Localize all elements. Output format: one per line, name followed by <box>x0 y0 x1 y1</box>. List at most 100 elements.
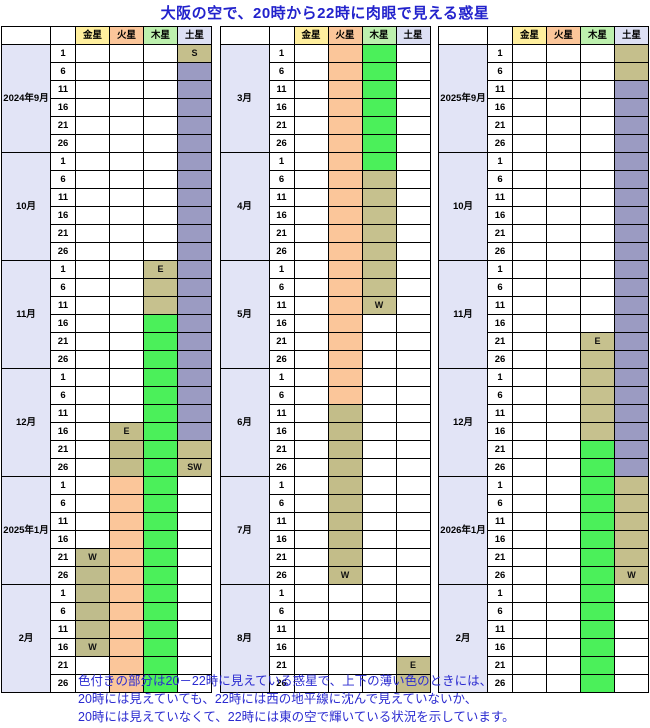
day-label: 6 <box>50 62 76 81</box>
cell-mars <box>546 386 581 405</box>
cell-jupiter <box>143 188 178 207</box>
cell-venus <box>75 278 110 297</box>
day-label: 1 <box>487 476 513 495</box>
cell-mars: E <box>109 422 144 441</box>
table-row: 6 <box>220 494 431 513</box>
cell-saturn <box>614 98 649 117</box>
cell-saturn <box>177 368 212 387</box>
cell-venus <box>293 440 329 459</box>
day-label: 21 <box>268 332 295 351</box>
cell-mars <box>327 548 363 567</box>
cell-saturn <box>395 278 431 297</box>
day-label: 1 <box>487 584 513 603</box>
cell-saturn <box>395 188 431 207</box>
table-row: 11 <box>439 188 649 207</box>
table-row: 26 <box>2 674 212 693</box>
table-row: 21 <box>220 116 431 135</box>
footer-line-2: 20時には見えていても、22時には西の地平線に沈んで見えていないか、 <box>78 692 478 706</box>
cell-saturn <box>395 512 431 531</box>
table-row: 11 <box>2 80 212 99</box>
table-row: 6 <box>220 386 431 405</box>
cell-jupiter <box>143 296 178 315</box>
table-row: 10月 1 <box>1 152 212 261</box>
cell-saturn <box>614 224 649 243</box>
cell-jupiter <box>361 530 397 549</box>
table-row: 26 <box>2 134 212 153</box>
cell-saturn <box>177 530 212 549</box>
table-row: 21 <box>2 656 212 675</box>
cell-venus <box>293 152 329 171</box>
table-row: 11 <box>439 404 649 423</box>
table-row: 11 <box>220 80 431 99</box>
cell-saturn <box>395 242 431 261</box>
table-row: 6 <box>2 602 212 621</box>
table-row: 10月 1 <box>438 152 649 261</box>
cell-mars <box>327 638 363 657</box>
cell-saturn <box>395 206 431 225</box>
cell-mars <box>109 548 144 567</box>
cell-mars <box>327 476 363 495</box>
cell-saturn <box>177 170 212 189</box>
day-label: 11 <box>268 80 295 99</box>
cell-venus <box>512 566 547 585</box>
day-label: 16 <box>50 206 76 225</box>
cell-mars <box>327 602 363 621</box>
cell-mars <box>546 674 581 693</box>
table-row: 11 W <box>220 296 431 315</box>
day-label: 21 <box>268 440 295 459</box>
cell-venus <box>75 188 110 207</box>
cell-mars <box>109 530 144 549</box>
cell-saturn <box>395 404 431 423</box>
cell-saturn <box>177 260 212 279</box>
month-label: 2025年9月 <box>438 44 488 153</box>
cell-jupiter <box>143 350 178 369</box>
table-row: 26 <box>439 674 649 693</box>
visibility-mark: SW <box>187 462 202 472</box>
cell-saturn <box>614 188 649 207</box>
cell-jupiter <box>361 332 397 351</box>
header-saturn: 土星 <box>395 26 431 45</box>
cell-venus <box>75 80 110 99</box>
cell-venus <box>512 638 547 657</box>
cell-saturn <box>614 206 649 225</box>
cell-mars <box>109 296 144 315</box>
header-mars: 火星 <box>109 26 144 45</box>
cell-saturn <box>614 278 649 297</box>
month-label: 11月 <box>1 260 51 369</box>
table-row: 2025年1月 1 <box>1 476 212 585</box>
visibility-mark: W <box>340 570 350 580</box>
cell-saturn <box>395 566 431 585</box>
cell-saturn <box>395 602 431 621</box>
cell-venus <box>75 458 110 477</box>
day-label: 26 <box>268 350 295 369</box>
cell-venus <box>293 134 329 153</box>
day-label: 26 <box>268 566 295 585</box>
day-label: 11 <box>487 404 513 423</box>
header-saturn: 土星 <box>614 26 649 45</box>
day-label: 1 <box>487 368 513 387</box>
cell-jupiter <box>143 422 178 441</box>
cell-venus <box>293 404 329 423</box>
day-label: 26 <box>268 242 295 261</box>
cell-mars <box>327 674 363 693</box>
day-label: 6 <box>50 602 76 621</box>
cell-mars <box>327 98 363 117</box>
day-label: 1 <box>268 152 295 171</box>
cell-venus <box>293 512 329 531</box>
cell-jupiter <box>580 404 615 423</box>
table-row: 16 <box>439 422 649 441</box>
cell-jupiter <box>580 62 615 81</box>
cell-venus <box>293 260 329 279</box>
cell-mars <box>109 584 144 603</box>
day-label: 11 <box>487 188 513 207</box>
cell-jupiter <box>361 512 397 531</box>
table-row: 11 <box>2 188 212 207</box>
cell-saturn <box>395 548 431 567</box>
cell-mars <box>546 548 581 567</box>
cell-mars <box>109 638 144 657</box>
cell-saturn <box>395 332 431 351</box>
cell-mars <box>109 494 144 513</box>
cell-jupiter <box>580 620 615 639</box>
cell-saturn <box>177 80 212 99</box>
cell-mars <box>327 116 363 135</box>
